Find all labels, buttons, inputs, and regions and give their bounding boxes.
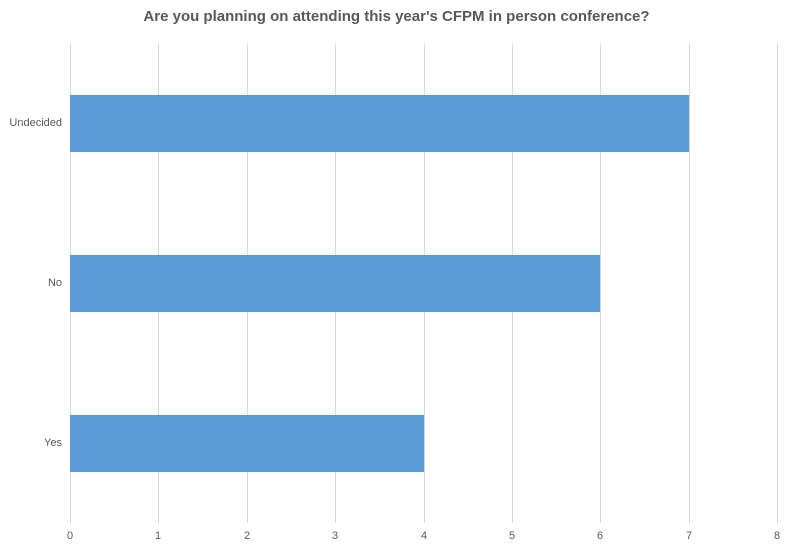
chart-title: Are you planning on attending this year'… <box>143 8 650 25</box>
bar-yes <box>70 415 424 472</box>
x-tick-label: 8 <box>773 530 781 542</box>
plot-area <box>70 43 778 523</box>
y-category-label: Undecided <box>9 117 62 129</box>
gridline <box>777 43 778 523</box>
x-tick-label: 1 <box>154 530 162 542</box>
y-category-label: Yes <box>44 437 62 449</box>
x-tick-label: 0 <box>66 530 74 542</box>
y-category-label: No <box>47 277 62 289</box>
gridline <box>600 43 601 523</box>
x-tick-label: 7 <box>685 530 693 542</box>
x-tick-label: 6 <box>596 530 604 542</box>
x-tick-label: 2 <box>243 530 251 542</box>
gridline <box>689 43 690 523</box>
x-tick-label: 3 <box>331 530 339 542</box>
x-tick-label: 4 <box>420 530 428 542</box>
x-tick-label: 5 <box>508 530 516 542</box>
bar-undecided <box>70 95 689 152</box>
bar-no <box>70 255 600 312</box>
